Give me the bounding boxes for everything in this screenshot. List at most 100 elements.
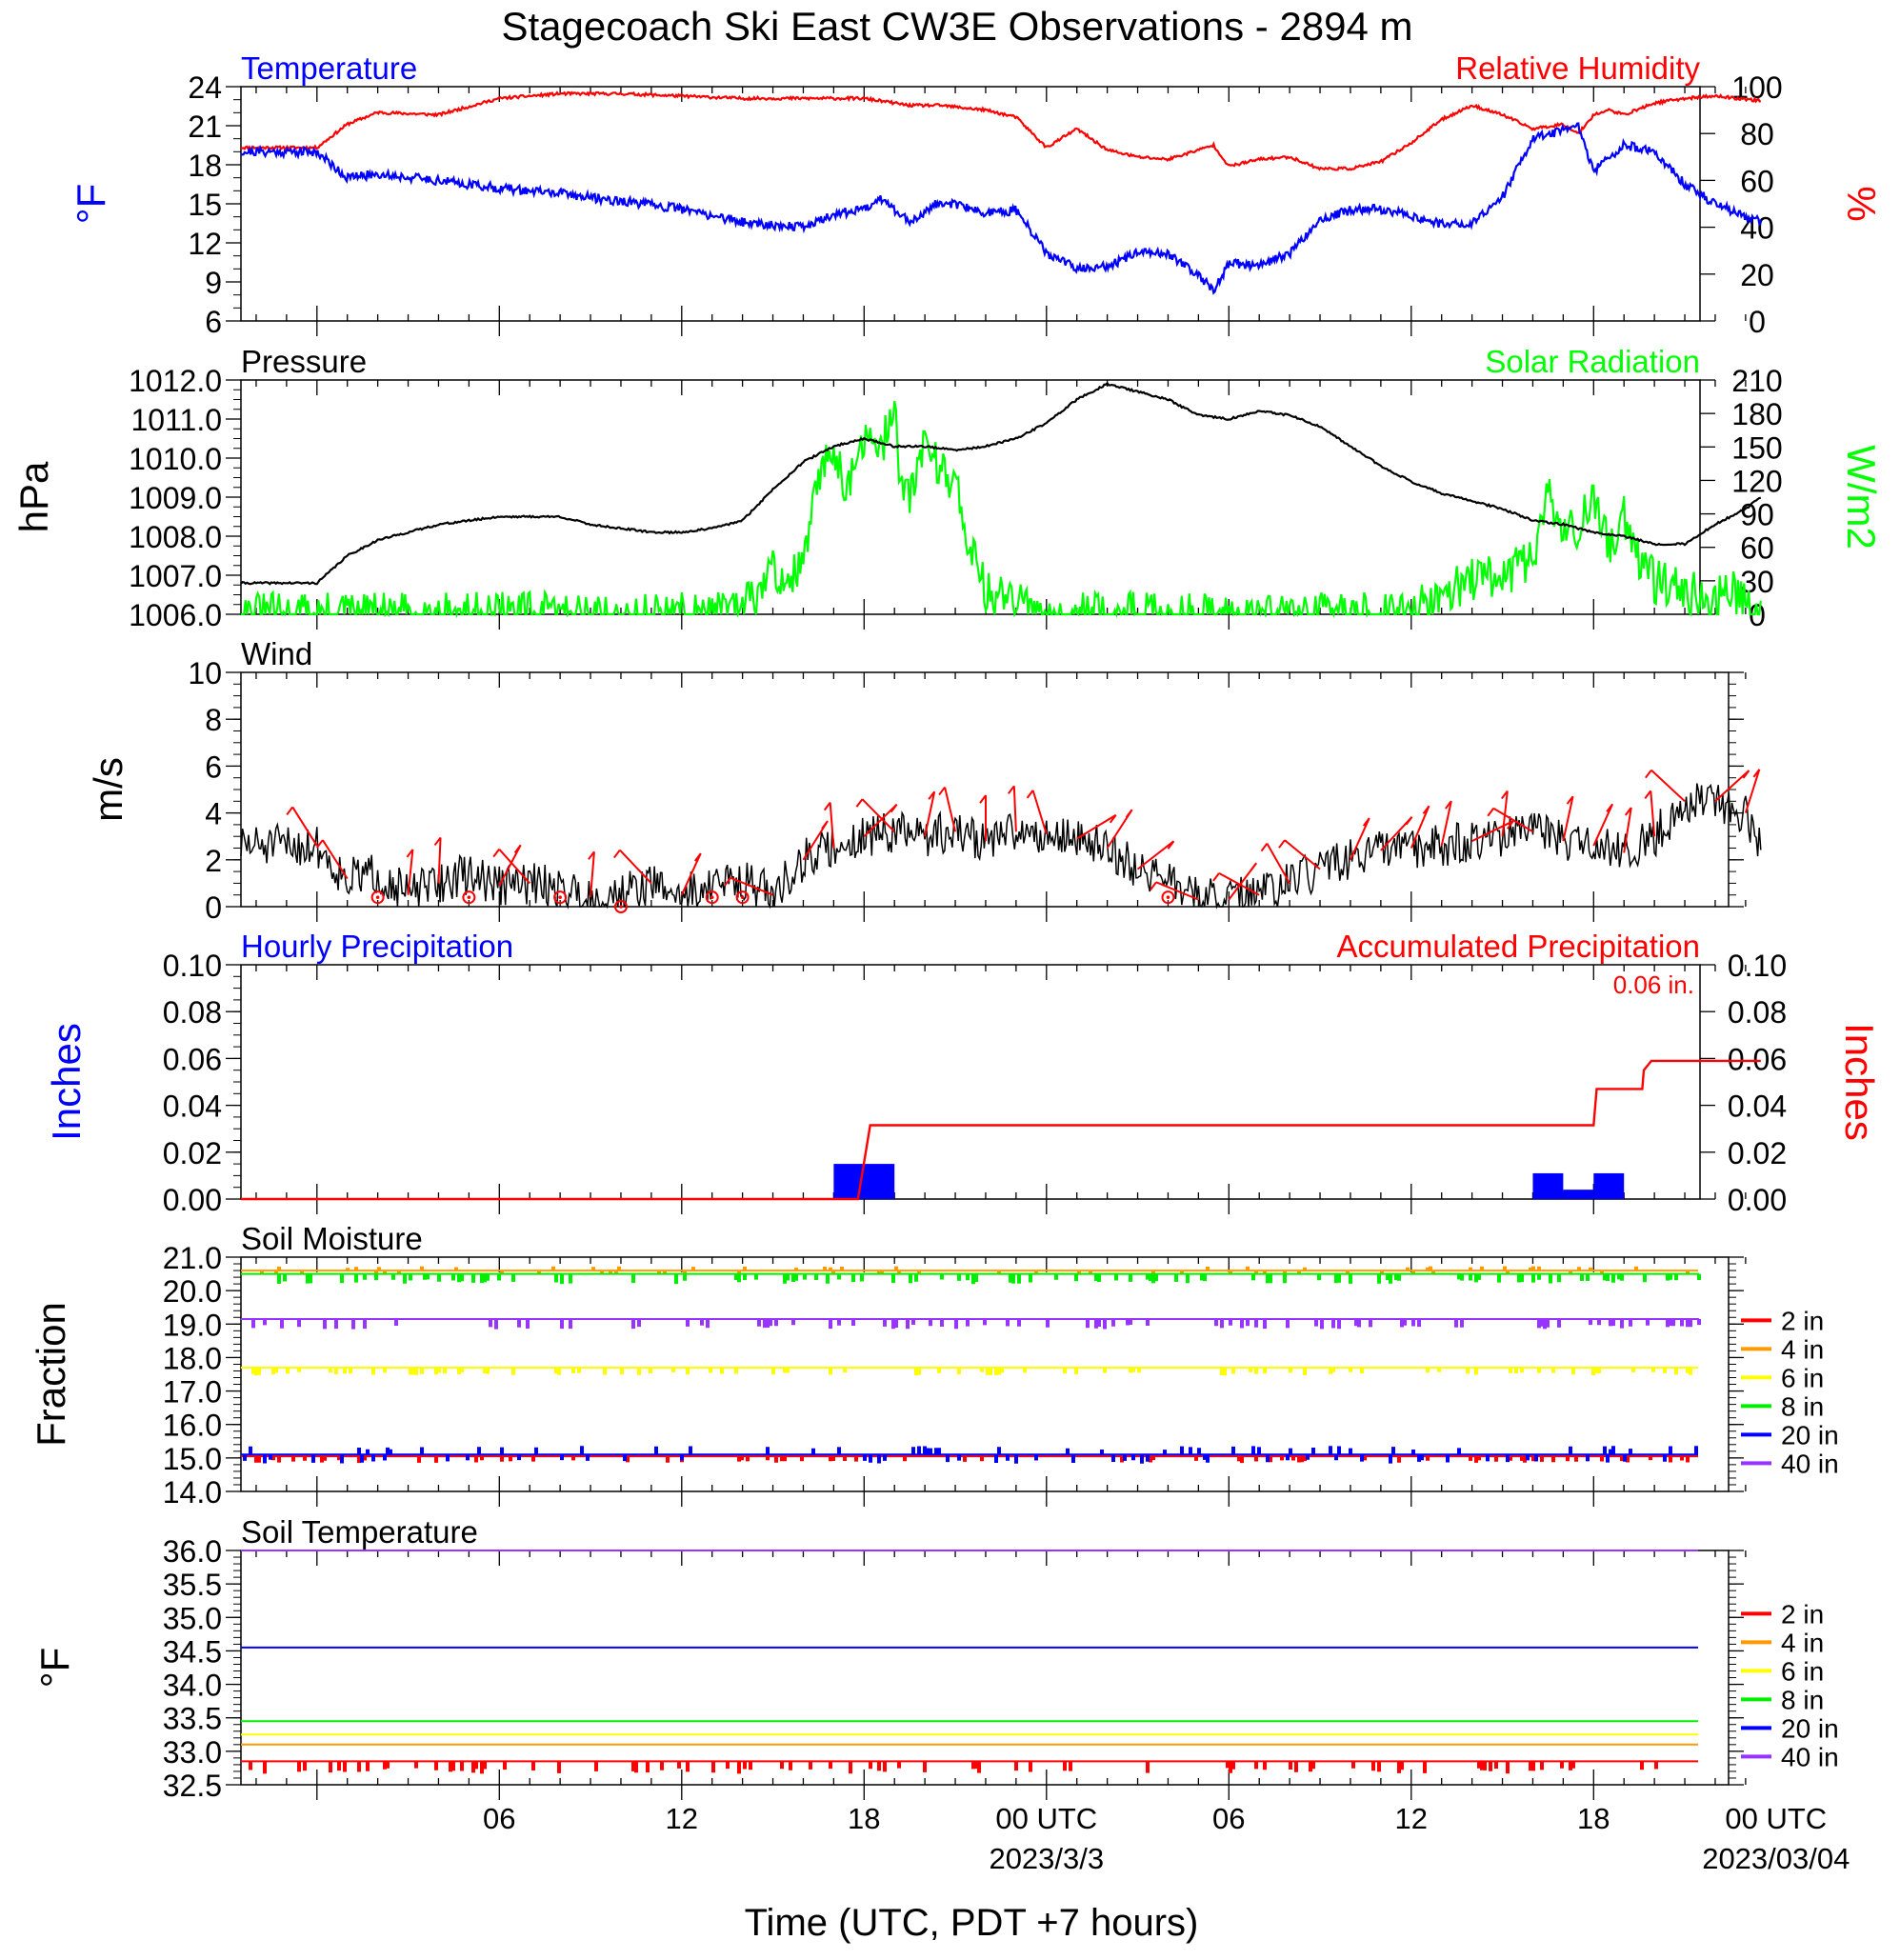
precip-panel-ytick-label: 0.02	[163, 1136, 222, 1170]
wind-barb	[437, 837, 442, 884]
pressure-panel-ytick-label: 1012.0	[129, 364, 222, 398]
wind-barb	[1592, 803, 1613, 847]
temp-panel-ytick-label: 6	[205, 305, 222, 339]
soil-temperature-panel-ytick-label: 34.5	[163, 1634, 222, 1669]
legend-label: 6 in	[1781, 1656, 1824, 1686]
soil-series-line	[241, 1318, 1701, 1330]
wind-barb-flag	[406, 849, 414, 858]
wind-barb-flag	[823, 802, 831, 811]
precip-panel-ytick-label: 0.04	[163, 1090, 222, 1124]
pressure-panel-ytick-label: 1010.0	[129, 442, 222, 476]
temp-panel-ytick-right-label: 60	[1740, 164, 1774, 198]
precip-panel-ytick-right-label: 0.04	[1728, 1090, 1787, 1124]
wind-barb	[407, 849, 414, 895]
wind-barb	[1650, 790, 1656, 837]
wind-barb-flag	[1260, 843, 1269, 852]
hourly-precip-bar	[1563, 1190, 1594, 1199]
wind-barb	[1650, 769, 1686, 803]
soil-temperature-title: Soil Temperature	[241, 1514, 478, 1550]
temp-panel-ytick-label: 21	[188, 110, 222, 144]
panel-soil-moisture: 21.020.019.018.017.016.015.014.0 2 in4 in…	[29, 1221, 1839, 1510]
temp-panel-ytick-label: 18	[188, 149, 222, 183]
wind-barb-flag	[588, 850, 595, 860]
calm-wind-dot	[619, 905, 623, 909]
soil-temperature-panel-ytick-label: 35.0	[163, 1601, 222, 1635]
wind-barb	[1410, 805, 1430, 849]
wind-barb-flag	[1109, 814, 1117, 824]
temp-panel-ytick-right-label: 20	[1740, 258, 1774, 292]
wind-barb	[590, 851, 595, 898]
soil-moisture-axis-label: Fraction	[29, 1302, 73, 1447]
wind-barb	[944, 787, 957, 832]
wind-barb-flag	[1501, 790, 1509, 800]
wind-barb-flag	[1742, 770, 1750, 779]
calm-wind-marker	[1161, 890, 1175, 905]
pressure-panel-ytick-label: 1009.0	[129, 481, 222, 515]
wind-barb-flag	[693, 852, 702, 862]
wind-barb-flag	[1644, 790, 1652, 799]
wind-barb-flag	[890, 804, 898, 813]
legend-label: 8 in	[1781, 1391, 1824, 1421]
calm-wind-dot	[1166, 895, 1170, 899]
calm-wind-dot	[710, 895, 714, 899]
solar-title: Solar Radiation	[1485, 344, 1700, 379]
precip-axis-label-left: Inches	[44, 1023, 89, 1141]
soil-temperature-panel-ytick-label: 32.5	[163, 1769, 222, 1803]
wind-barb	[321, 839, 349, 880]
wind-barb	[498, 844, 522, 887]
wind-barb-flag	[938, 786, 946, 796]
wind-barb	[1012, 786, 1017, 832]
pressure-line	[240, 381, 1762, 586]
wind-barb-flag	[724, 877, 731, 887]
wind-barb	[1218, 871, 1260, 896]
legend-label: 2 in	[1781, 1599, 1824, 1629]
humidity-title: Relative Humidity	[1455, 50, 1700, 86]
wind-barb-flag	[821, 820, 829, 830]
precip-panel-ytick-right-label: 0.02	[1728, 1136, 1787, 1170]
legend-label: 40 in	[1781, 1449, 1839, 1478]
soil-moisture-panel-ytick-label: 16.0	[163, 1409, 222, 1443]
soil-moisture-panel-ytick-label: 14.0	[163, 1475, 222, 1510]
legend-label: 20 in	[1781, 1713, 1839, 1743]
wind-barb-flag	[928, 790, 935, 800]
legend-label: 8 in	[1781, 1685, 1824, 1714]
wind-panel-ytick-label: 8	[205, 703, 222, 737]
pressure-title: Pressure	[241, 344, 367, 379]
wind-barb	[1284, 839, 1321, 870]
calm-wind-marker	[462, 890, 476, 905]
legend-label: 4 in	[1781, 1628, 1824, 1657]
wind-barb	[861, 798, 895, 832]
wind-barb-flag	[1606, 803, 1613, 812]
pressure-panel-ytick-label: 1011.0	[131, 403, 223, 437]
temperature-axis-label: °F	[69, 184, 113, 224]
wind-barb	[829, 802, 835, 849]
legend-label: 4 in	[1781, 1334, 1824, 1364]
wind-barb	[863, 803, 898, 837]
legend-label: 6 in	[1781, 1363, 1824, 1392]
temp-panel-ytick-label: 9	[205, 266, 222, 300]
wind-barb	[1440, 800, 1452, 847]
precip-panel-ytick-label: 0.10	[163, 949, 222, 983]
precip-panel-ytick-right-label: 0.00	[1728, 1183, 1787, 1217]
legend-label: 20 in	[1781, 1420, 1839, 1450]
soil-moisture-title: Soil Moisture	[241, 1221, 423, 1256]
hourly-precip-bar	[833, 1164, 895, 1199]
pressure-panel-ytick-right-label: 180	[1731, 397, 1782, 431]
precip-panel-ytick-right-label: 0.10	[1728, 949, 1787, 983]
x-date-label: 2023/3/3	[989, 1842, 1104, 1875]
soil-moisture-panel-ytick-label: 18.0	[163, 1341, 222, 1375]
wind-barb-flag	[1362, 817, 1370, 827]
temp-panel-ytick-label: 12	[188, 227, 222, 261]
temp-panel-ytick-right-label: 0	[1749, 305, 1766, 339]
hourly-precip-bar	[1593, 1172, 1625, 1199]
temp-panel-ytick-label: 15	[188, 188, 222, 222]
wind-barb-flag	[286, 806, 294, 816]
wind-barb-flag	[1167, 840, 1175, 850]
pressure-panel-ytick-right-label: 210	[1731, 364, 1782, 398]
wind-barb	[680, 852, 702, 896]
wind-barb-flag	[1150, 881, 1157, 890]
temperature-line	[240, 122, 1762, 295]
wind-barb-flag	[513, 844, 522, 853]
soil-temperature-panel-ytick-label: 36.0	[163, 1534, 222, 1569]
